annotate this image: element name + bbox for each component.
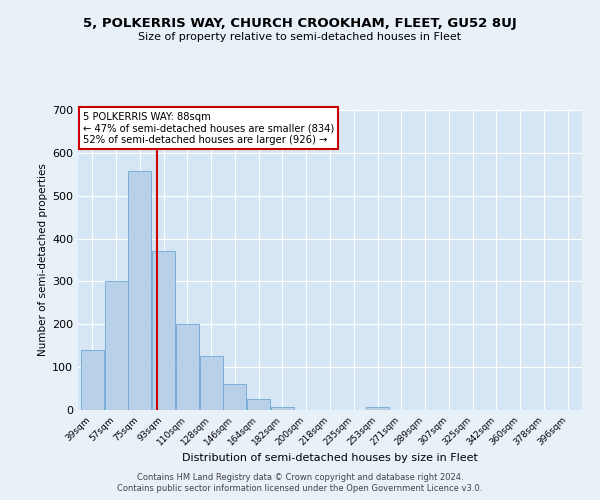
X-axis label: Distribution of semi-detached houses by size in Fleet: Distribution of semi-detached houses by …	[182, 452, 478, 462]
Bar	[128, 172, 151, 410]
Text: Size of property relative to semi-detached houses in Fleet: Size of property relative to semi-detach…	[139, 32, 461, 42]
Text: 5 POLKERRIS WAY: 88sqm
← 47% of semi-detached houses are smaller (834)
52% of se: 5 POLKERRIS WAY: 88sqm ← 47% of semi-det…	[83, 112, 334, 144]
Bar	[104, 282, 128, 410]
Text: Contains public sector information licensed under the Open Government Licence v3: Contains public sector information licen…	[118, 484, 482, 493]
Text: Contains HM Land Registry data © Crown copyright and database right 2024.: Contains HM Land Registry data © Crown c…	[137, 472, 463, 482]
Bar	[247, 400, 270, 410]
Bar	[366, 406, 389, 410]
Bar	[223, 384, 247, 410]
Bar	[176, 324, 199, 410]
Text: 5, POLKERRIS WAY, CHURCH CROOKHAM, FLEET, GU52 8UJ: 5, POLKERRIS WAY, CHURCH CROOKHAM, FLEET…	[83, 18, 517, 30]
Bar	[271, 406, 294, 410]
Bar	[81, 350, 104, 410]
Bar	[200, 356, 223, 410]
Bar	[152, 252, 175, 410]
Y-axis label: Number of semi-detached properties: Number of semi-detached properties	[38, 164, 48, 356]
